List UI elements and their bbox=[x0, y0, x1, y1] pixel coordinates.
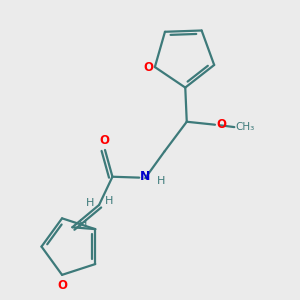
Text: H: H bbox=[105, 196, 114, 206]
Text: CH₃: CH₃ bbox=[236, 122, 255, 132]
Text: H: H bbox=[156, 176, 165, 186]
Text: O: O bbox=[143, 61, 153, 74]
Text: O: O bbox=[99, 134, 109, 147]
Text: H: H bbox=[86, 199, 94, 208]
Text: N: N bbox=[140, 170, 150, 183]
Text: H: H bbox=[79, 219, 87, 229]
Text: O: O bbox=[57, 279, 67, 292]
Text: O: O bbox=[216, 118, 226, 131]
